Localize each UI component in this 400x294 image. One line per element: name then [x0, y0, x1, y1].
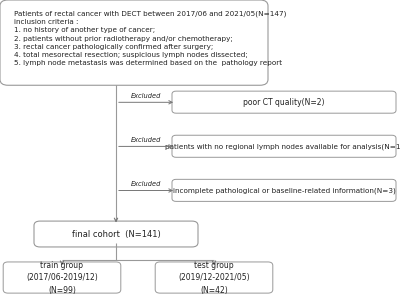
Text: Excluded: Excluded	[131, 181, 161, 187]
Text: Patients of rectal cancer with DECT between 2017/06 and 2021/05(N=147)
inclusion: Patients of rectal cancer with DECT betw…	[14, 10, 286, 66]
FancyBboxPatch shape	[172, 91, 396, 113]
FancyBboxPatch shape	[0, 0, 268, 85]
FancyBboxPatch shape	[172, 179, 396, 201]
FancyBboxPatch shape	[155, 262, 273, 293]
Text: final cohort  (N=141): final cohort (N=141)	[72, 230, 160, 238]
Text: incomplete pathological or baseline-related information(N=3): incomplete pathological or baseline-rela…	[173, 187, 395, 194]
FancyBboxPatch shape	[3, 262, 121, 293]
Text: Excluded: Excluded	[131, 137, 161, 143]
Text: test group
(2019/12-2021/05)
(N=42): test group (2019/12-2021/05) (N=42)	[178, 260, 250, 294]
Text: poor CT quality(N=2): poor CT quality(N=2)	[243, 98, 325, 107]
FancyBboxPatch shape	[172, 135, 396, 157]
Text: train group
(2017/06-2019/12)
(N=99): train group (2017/06-2019/12) (N=99)	[26, 260, 98, 294]
Text: patients with no regional lymph nodes available for analysis(N=1): patients with no regional lymph nodes av…	[165, 143, 400, 150]
FancyBboxPatch shape	[34, 221, 198, 247]
Text: Excluded: Excluded	[131, 93, 161, 99]
